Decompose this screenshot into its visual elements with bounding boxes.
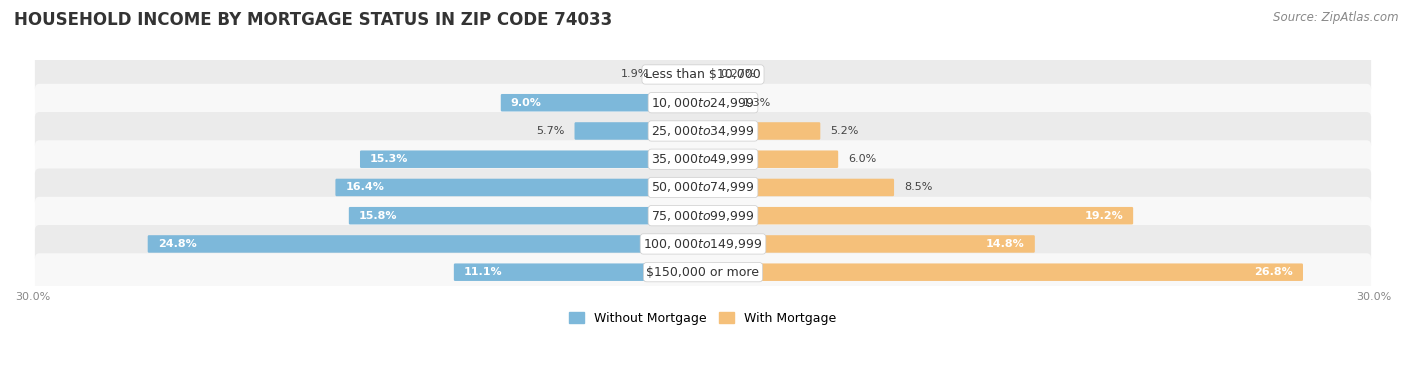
Text: $150,000 or more: $150,000 or more xyxy=(647,266,759,279)
FancyBboxPatch shape xyxy=(702,66,710,83)
FancyBboxPatch shape xyxy=(702,150,838,168)
FancyBboxPatch shape xyxy=(702,263,1303,281)
Text: 15.8%: 15.8% xyxy=(359,211,398,221)
FancyBboxPatch shape xyxy=(702,235,1035,253)
Text: Source: ZipAtlas.com: Source: ZipAtlas.com xyxy=(1274,11,1399,24)
Text: 1.9%: 1.9% xyxy=(621,70,650,79)
Text: 14.8%: 14.8% xyxy=(986,239,1025,249)
Text: $35,000 to $49,999: $35,000 to $49,999 xyxy=(651,152,755,166)
Text: 9.0%: 9.0% xyxy=(510,98,541,108)
FancyBboxPatch shape xyxy=(35,253,1371,291)
FancyBboxPatch shape xyxy=(501,94,704,112)
FancyBboxPatch shape xyxy=(349,207,704,225)
FancyBboxPatch shape xyxy=(659,66,704,83)
FancyBboxPatch shape xyxy=(454,263,704,281)
Text: 11.1%: 11.1% xyxy=(464,267,502,277)
Text: Less than $10,000: Less than $10,000 xyxy=(645,68,761,81)
Text: 24.8%: 24.8% xyxy=(157,239,197,249)
FancyBboxPatch shape xyxy=(575,122,704,140)
FancyBboxPatch shape xyxy=(702,94,733,112)
Text: $25,000 to $34,999: $25,000 to $34,999 xyxy=(651,124,755,138)
Legend: Without Mortgage, With Mortgage: Without Mortgage, With Mortgage xyxy=(564,307,842,330)
Text: 26.8%: 26.8% xyxy=(1254,267,1294,277)
Text: 8.5%: 8.5% xyxy=(904,183,932,192)
FancyBboxPatch shape xyxy=(35,169,1371,206)
Text: 6.0%: 6.0% xyxy=(848,154,876,164)
Text: $10,000 to $24,999: $10,000 to $24,999 xyxy=(651,96,755,110)
Text: $100,000 to $149,999: $100,000 to $149,999 xyxy=(644,237,762,251)
Text: 0.27%: 0.27% xyxy=(720,70,755,79)
FancyBboxPatch shape xyxy=(336,179,704,196)
Text: 1.3%: 1.3% xyxy=(744,98,772,108)
Text: 16.4%: 16.4% xyxy=(346,183,384,192)
FancyBboxPatch shape xyxy=(702,179,894,196)
Text: 15.3%: 15.3% xyxy=(370,154,408,164)
Text: HOUSEHOLD INCOME BY MORTGAGE STATUS IN ZIP CODE 74033: HOUSEHOLD INCOME BY MORTGAGE STATUS IN Z… xyxy=(14,11,612,29)
FancyBboxPatch shape xyxy=(35,112,1371,150)
FancyBboxPatch shape xyxy=(35,84,1371,122)
Text: 5.2%: 5.2% xyxy=(831,126,859,136)
FancyBboxPatch shape xyxy=(35,197,1371,235)
FancyBboxPatch shape xyxy=(35,56,1371,93)
Text: 5.7%: 5.7% xyxy=(536,126,564,136)
Text: 19.2%: 19.2% xyxy=(1084,211,1123,221)
FancyBboxPatch shape xyxy=(360,150,704,168)
FancyBboxPatch shape xyxy=(35,225,1371,263)
FancyBboxPatch shape xyxy=(702,207,1133,225)
FancyBboxPatch shape xyxy=(702,122,820,140)
FancyBboxPatch shape xyxy=(35,140,1371,178)
FancyBboxPatch shape xyxy=(148,235,704,253)
Text: $75,000 to $99,999: $75,000 to $99,999 xyxy=(651,209,755,223)
Text: $50,000 to $74,999: $50,000 to $74,999 xyxy=(651,180,755,194)
